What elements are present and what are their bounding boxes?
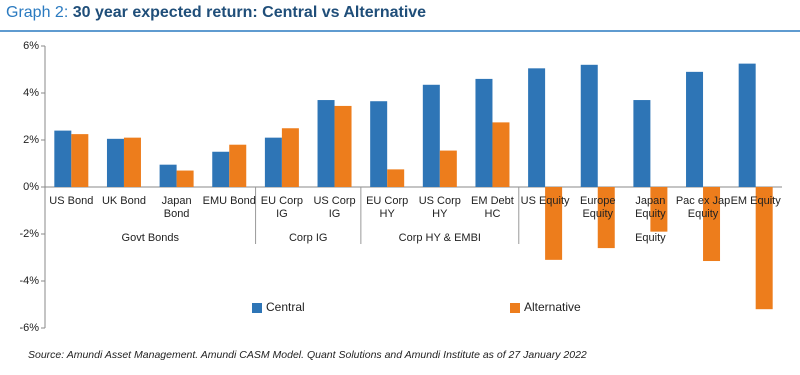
bar	[755, 187, 773, 310]
y-tick-label: -6%	[19, 322, 39, 334]
x-tick-label: US Corp HY	[418, 195, 461, 220]
bar	[387, 169, 405, 187]
bar	[580, 64, 598, 187]
bar	[106, 138, 124, 187]
legend-label: Central	[266, 300, 305, 314]
y-tick-label: 6%	[23, 40, 39, 52]
bar	[528, 68, 546, 187]
bar	[597, 187, 615, 249]
y-tick-label: -2%	[19, 228, 39, 240]
bar	[54, 130, 72, 187]
bar	[229, 144, 247, 187]
x-tick-label: US Bond	[49, 195, 94, 207]
x-tick-label: UK Bond	[101, 195, 146, 207]
title-label: Graph 2:	[6, 4, 69, 21]
x-tick-label: Japan Equity	[635, 195, 666, 220]
x-tick-label: EU Corp HY	[366, 195, 409, 220]
legend-swatch	[510, 303, 520, 313]
y-tick-label: 2%	[23, 134, 39, 146]
x-tick-label: Pac ex Jap Equity	[675, 195, 731, 220]
bar	[475, 78, 493, 187]
bar	[71, 134, 89, 187]
bar	[212, 151, 230, 187]
x-tick-label: EMU Bond	[202, 195, 256, 207]
bar	[422, 84, 440, 187]
x-tick-label: EM Equity	[730, 195, 781, 207]
group-label: Govt Bonds	[121, 232, 180, 244]
bar	[281, 128, 299, 187]
bar	[633, 100, 651, 187]
bar	[317, 100, 335, 187]
bar	[703, 187, 721, 262]
bar	[123, 137, 141, 187]
title-block: Graph 2: 30 year expected return: Centra…	[6, 4, 426, 22]
chart-title: 30 year expected return: Central vs Alte…	[72, 4, 427, 21]
x-tick-label: EU Corp IG	[260, 195, 303, 220]
y-tick-label: 0%	[23, 181, 39, 193]
y-tick-label: 4%	[23, 87, 39, 99]
bar	[264, 137, 282, 187]
x-tick-label: US Corp IG	[313, 195, 356, 220]
source-note: Source: Amundi Asset Management. Amundi …	[28, 349, 587, 361]
x-tick-label: EM Debt HC	[471, 195, 514, 220]
legend-label: Alternative	[524, 300, 581, 314]
group-label: Corp HY & EMBI	[398, 232, 481, 244]
bar	[176, 170, 194, 187]
bar	[545, 187, 563, 260]
legend-swatch	[252, 303, 262, 313]
bar	[738, 63, 756, 187]
group-label: Equity	[635, 232, 666, 244]
group-label: Corp IG	[288, 232, 328, 244]
bar	[650, 187, 668, 232]
x-tick-label: Japan Bond	[161, 195, 192, 220]
bar	[334, 105, 352, 187]
x-tick-label: US Equity	[520, 195, 570, 207]
bar	[439, 150, 457, 187]
bar	[159, 164, 177, 187]
bar	[370, 101, 388, 187]
x-tick-label: Europe Equity	[580, 195, 616, 220]
y-tick-label: -4%	[19, 275, 39, 287]
bar	[492, 122, 510, 187]
bar	[686, 71, 704, 187]
